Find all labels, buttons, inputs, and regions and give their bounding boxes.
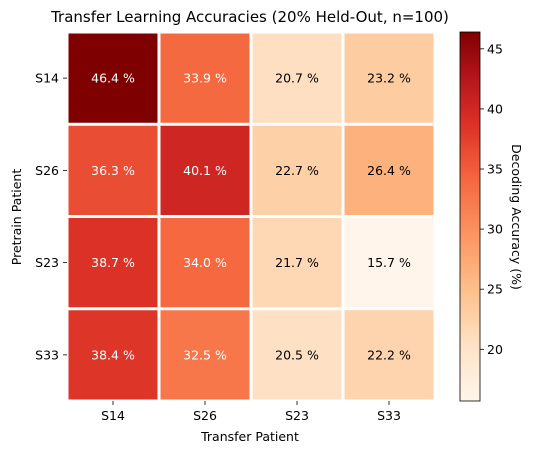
cell-label: 21.7 % — [275, 255, 319, 270]
chart-title: Transfer Learning Accuracies (20% Held-O… — [50, 8, 449, 26]
heatmap-cell — [68, 218, 158, 308]
heatmap-cell — [252, 310, 342, 400]
heatmap-cell — [252, 125, 342, 215]
cell-label: 34.0 % — [183, 255, 227, 270]
y-tick-label: S33 — [35, 347, 59, 362]
x-tick-label: S14 — [101, 408, 125, 423]
cell-label: 26.4 % — [367, 163, 411, 178]
cell-label: 20.7 % — [275, 71, 319, 86]
x-axis-ticks: S14 S26 S23 S33 — [101, 401, 401, 423]
y-tick-label: S14 — [35, 71, 59, 86]
x-tick-label: S26 — [193, 408, 217, 423]
cell-label: 23.2 % — [367, 71, 411, 86]
heatmap-cell — [344, 125, 434, 215]
x-tick-label: S23 — [285, 408, 309, 423]
colorbar-tick-label: 45 — [487, 41, 503, 56]
heatmap-cell — [160, 33, 250, 123]
colorbar-tick-label: 20 — [487, 342, 503, 357]
heatmap-cell — [160, 310, 250, 400]
heatmap-cell — [252, 218, 342, 308]
x-axis-label: Transfer Patient — [200, 429, 299, 444]
colorbar — [459, 31, 481, 402]
cell-label: 36.3 % — [91, 163, 135, 178]
cell-label: 22.2 % — [367, 347, 411, 362]
y-tick-label: S26 — [35, 163, 59, 178]
colorbar-tick-label: 30 — [487, 222, 503, 237]
y-axis-label: Pretrain Patient — [9, 169, 24, 266]
heatmap-cell — [344, 310, 434, 400]
heatmap-cell — [68, 125, 158, 215]
x-tick-label: S33 — [377, 408, 401, 423]
heatmap-cells: 46.4 % 33.9 % 20.7 % 23.2 % 36.3 % 40.1 % 22.7… — [68, 33, 434, 400]
y-axis-ticks: S14 S26 S23 S33 — [35, 71, 67, 362]
colorbar-ticks: 20 25 30 35 40 45 — [480, 41, 503, 357]
colorbar-tick-label: 25 — [487, 282, 503, 297]
heatmap-cell — [344, 218, 434, 308]
heatmap-cell — [160, 218, 250, 308]
heatmap-cell — [252, 33, 342, 123]
cell-label: 40.1 % — [183, 163, 227, 178]
cell-label: 38.4 % — [91, 347, 135, 362]
colorbar-tick-label: 35 — [487, 162, 503, 177]
heatmap-cell — [160, 125, 250, 215]
heatmap-cell — [68, 33, 158, 123]
heatmap-cell — [68, 310, 158, 400]
heatmap-cell — [344, 33, 434, 123]
colorbar-label: Decoding Accuracy (%) — [509, 144, 524, 290]
y-tick-label: S23 — [35, 255, 59, 270]
cell-label: 33.9 % — [183, 71, 227, 86]
cell-label: 32.5 % — [183, 347, 227, 362]
cell-label: 46.4 % — [91, 71, 135, 86]
cell-label: 20.5 % — [275, 347, 319, 362]
cell-label: 22.7 % — [275, 163, 319, 178]
cell-label: 15.7 % — [367, 255, 411, 270]
cell-label: 38.7 % — [91, 255, 135, 270]
colorbar-tick-label: 40 — [487, 101, 503, 116]
